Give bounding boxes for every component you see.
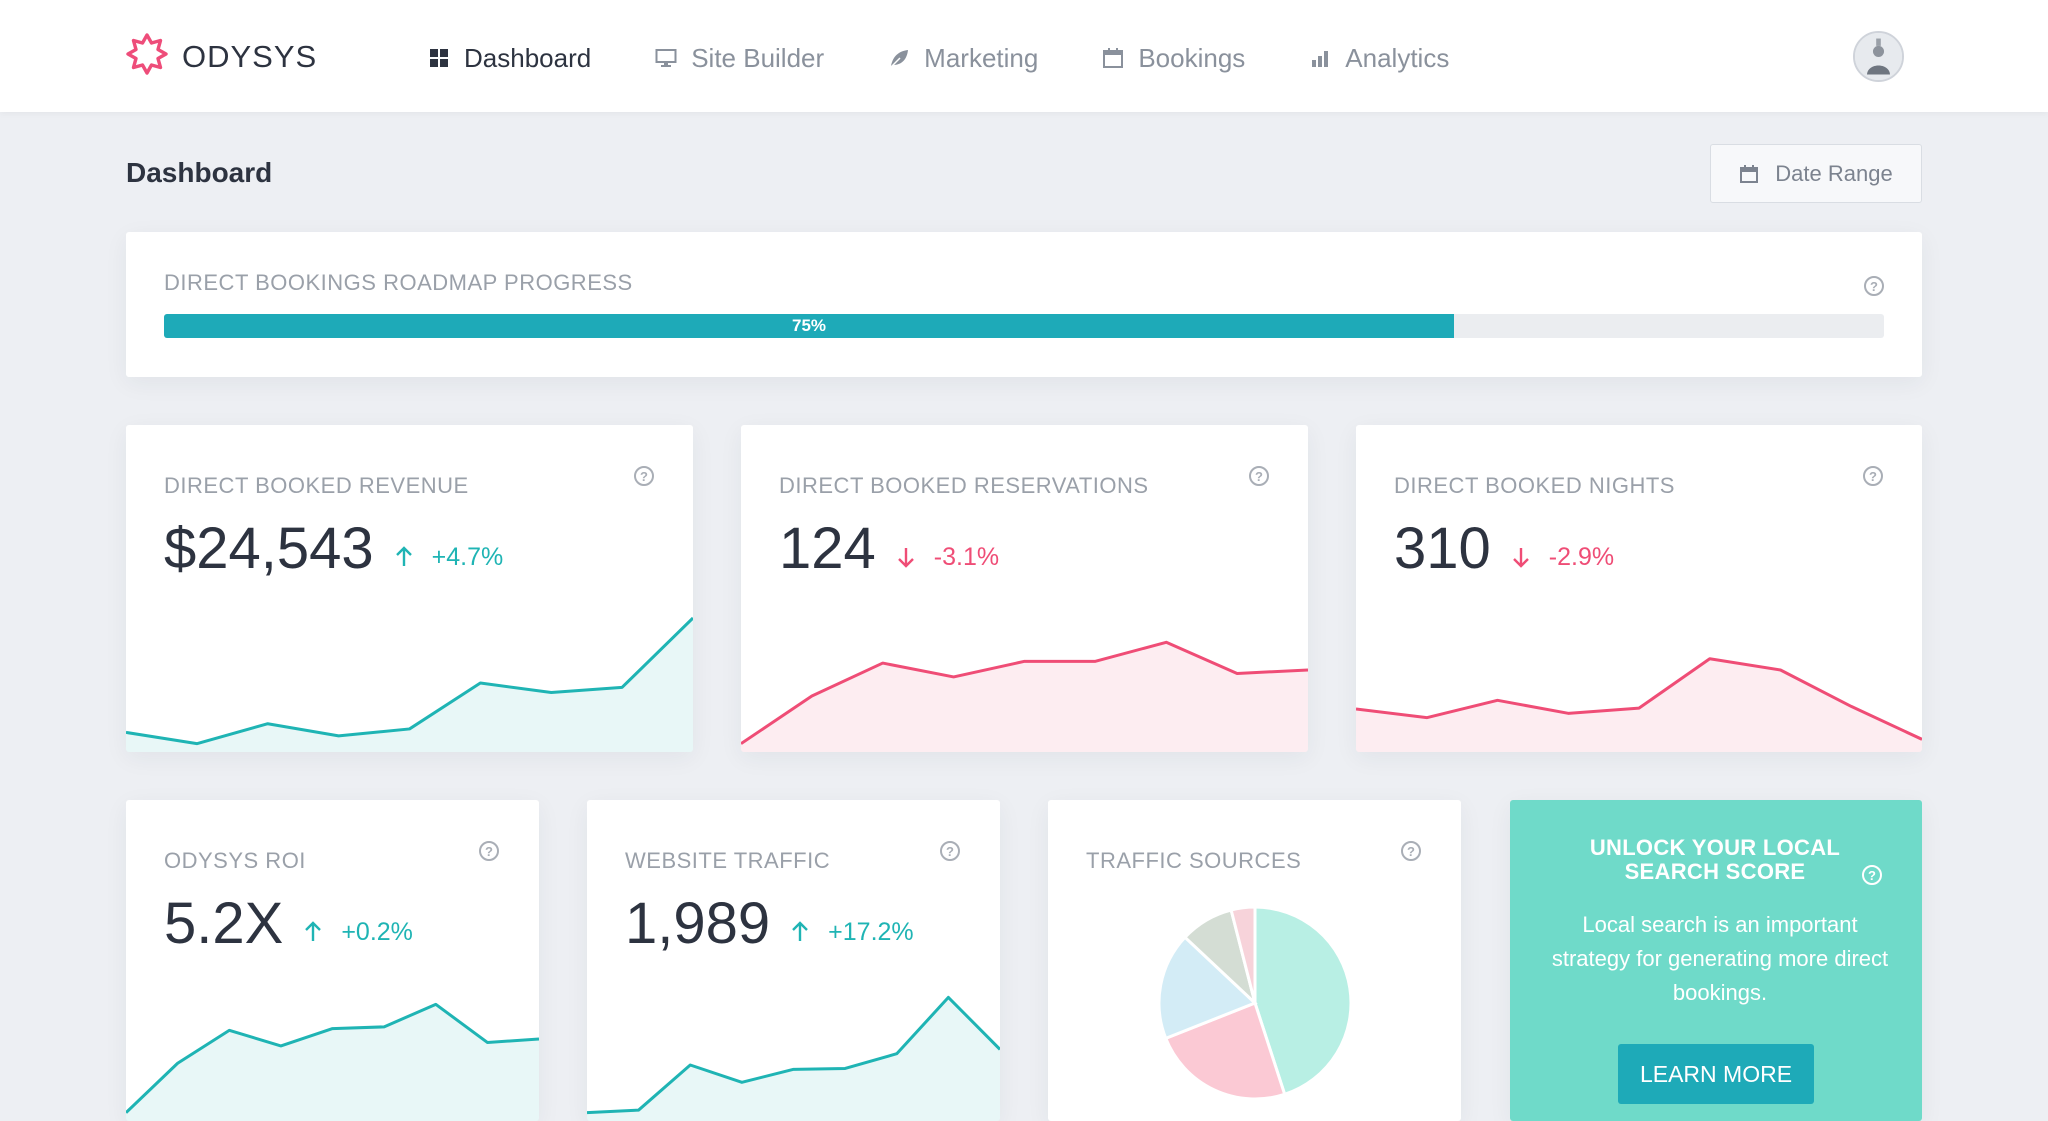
nights-sparkline [1356,657,1922,752]
nav-label: Marketing [924,42,1039,73]
user-photo-icon [1855,33,1902,80]
help-icon[interactable]: ? [940,841,960,861]
delta: -3.1% [896,543,999,572]
arrow-down-icon [1512,548,1529,568]
date-range-label: Date Range [1775,160,1893,186]
pie-slice[interactable] [1229,905,1257,1004]
calendar-icon [1103,48,1124,68]
nav-label: Dashboard [464,42,592,73]
sparkline-line [126,616,693,746]
sparkline-line [587,995,1000,1115]
nights-card: DIRECT BOOKED NIGHTS ? 310 -2.9% [1356,425,1922,752]
promo-title: UNLOCK YOUR LOCAL SEARCH SCORE [1589,835,1841,884]
delta-value: +17.2% [828,917,914,946]
app-name: ODYSYS [182,39,318,74]
page-title: Dashboard [126,157,273,188]
delta-value: +4.7% [431,542,504,571]
roi-sparkline [126,1002,539,1121]
revenue-card: DIRECT BOOKED REVENUE ? $24,543 +4.7% [126,425,693,752]
sparkline-line [741,640,1308,745]
reservations-card: DIRECT BOOKED RESERVATIONS ? 124 -3.1% [741,425,1308,752]
nav-dashboard[interactable]: Dashboard [428,43,591,74]
delta: +0.2% [303,918,413,947]
top-navigation-bar: ODYSYS Dashboard Site Builder Marketing [0,0,2048,112]
sparkline-area [126,618,693,752]
logo-icon [124,32,170,83]
arrow-up-icon [305,921,322,941]
roi-card: ODYSYS ROI ? 5.2X +0.2% [126,800,539,1121]
arrow-up-icon [792,921,809,941]
user-avatar[interactable] [1853,31,1904,82]
pie-slice[interactable] [1253,905,1353,1097]
metric: 310 -2.9% [1394,515,1614,582]
date-range-button[interactable]: Date Range [1710,144,1922,203]
metric: 5.2X +0.2% [164,890,413,957]
nav-marketing[interactable]: Marketing [888,43,1038,74]
nav-bookings[interactable]: Bookings [1102,43,1245,74]
help-icon[interactable]: ? [1864,276,1884,296]
delta: +4.7% [394,542,504,572]
help-icon[interactable]: ? [1249,466,1269,486]
nav-site-builder[interactable]: Site Builder [655,43,824,74]
delta: +17.2% [790,918,914,947]
sparkline-line [126,1002,539,1114]
card-label: DIRECT BOOKED REVENUE [164,473,469,498]
help-icon[interactable]: ? [1863,466,1883,486]
metric-value: 1,989 [625,891,771,956]
learn-more-button[interactable]: LEARN MORE [1618,1044,1814,1104]
delta: -2.9% [1511,543,1614,572]
progress-bar: 75% [164,314,1884,338]
sparkline-area [587,997,1000,1121]
website-traffic-card: WEBSITE TRAFFIC ? 1,989 +17.2% [587,800,1000,1121]
arrow-down-icon [897,548,914,568]
help-icon[interactable]: ? [1401,841,1421,861]
bar-chart-icon [1312,51,1329,67]
delta-value: -2.9% [1548,542,1615,571]
metric-value: $24,543 [164,516,374,581]
card-label: DIRECT BOOKED RESERVATIONS [779,473,1149,498]
roadmap-progress-card: DIRECT BOOKINGS ROADMAP PROGRESS ? 75% [126,232,1922,377]
nav-analytics[interactable]: Analytics [1309,43,1449,74]
sparkline-area [741,642,1308,752]
sparkline-line [1356,657,1922,741]
card-label: TRAFFIC SOURCES [1086,848,1302,873]
logo[interactable]: ODYSYS [124,32,318,83]
nav-label: Bookings [1138,42,1246,73]
traffic-sources-card: TRAFFIC SOURCES ? [1048,800,1461,1121]
sparkline-area [1356,658,1922,752]
card-label: ODYSYS ROI [164,848,306,873]
sparkline-area [126,1004,539,1121]
nav-label: Analytics [1345,42,1450,73]
metric: $24,543 +4.7% [164,515,503,582]
grid-icon [430,49,448,67]
main-nav: Dashboard Site Builder Marketing Booking… [428,38,1513,78]
monitor-icon [655,49,677,67]
metric: 1,989 +17.2% [625,890,914,957]
metric-value: 5.2X [164,891,284,956]
pie-slice[interactable] [1157,935,1258,1041]
help-icon[interactable]: ? [634,466,654,486]
card-label: DIRECT BOOKINGS ROADMAP PROGRESS [164,270,633,295]
help-icon[interactable]: ? [479,841,499,861]
nav-label: Site Builder [691,42,825,73]
metric: 124 -3.1% [779,515,999,582]
metric-value: 124 [779,516,876,581]
local-search-promo-card: UNLOCK YOUR LOCAL SEARCH SCORE ? Local s… [1510,800,1922,1121]
revenue-sparkline [126,616,693,752]
reservations-sparkline [741,640,1308,752]
arrow-up-icon [395,546,412,566]
traffic-sparkline [587,995,1000,1121]
calendar-icon [1740,164,1759,183]
traffic-sources-pie [1157,905,1353,1101]
leaf-icon [889,50,909,69]
card-label: DIRECT BOOKED NIGHTS [1394,473,1675,498]
promo-text: Local search is an important strategy fo… [1551,912,1889,1005]
metric-value: 310 [1394,516,1491,581]
help-icon[interactable]: ? [1862,865,1882,885]
card-label: WEBSITE TRAFFIC [625,848,831,873]
progress-fill: 75% [164,314,1454,338]
delta-value: -3.1% [933,542,1000,571]
delta-value: +0.2% [341,917,413,946]
